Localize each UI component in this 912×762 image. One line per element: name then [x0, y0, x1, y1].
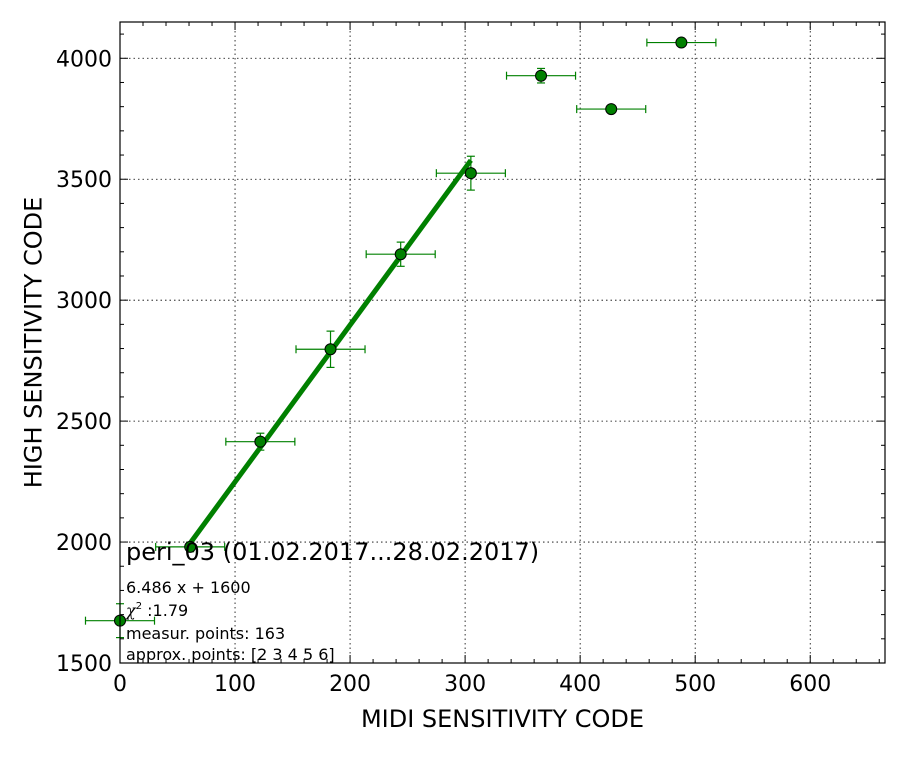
data-point: [184, 540, 197, 553]
y-axis-title: HIGH SENSITIVITY CODE: [19, 197, 47, 489]
data-point: [394, 248, 407, 261]
annotation-equation: 6.486 x + 1600: [126, 578, 251, 597]
chi2-symbol: χ: [125, 601, 137, 620]
y-tick-label: 4000: [56, 47, 112, 72]
x-tick-label: 400: [559, 672, 601, 697]
x-tick-label: 300: [444, 672, 486, 697]
annotation-approx-points: approx. points: [2 3 4 5 6]: [126, 645, 335, 664]
chi2-sup: 2: [136, 601, 142, 612]
x-axis-title: MIDI SENSITIVITY CODE: [361, 705, 644, 733]
plot-frame: [119, 21, 886, 664]
x-tick-label: 600: [789, 672, 831, 697]
data-point: [464, 167, 477, 180]
annotation-title: peri_03 (01.02.2017...28.02.2017): [126, 538, 539, 566]
annotation: peri_03 (01.02.2017...28.02.2017) 6.486 …: [125, 538, 539, 664]
data-point: [254, 435, 267, 448]
data-point: [535, 69, 548, 82]
annotation-measur-points: measur. points: 163: [126, 624, 285, 643]
grid-layer: [119, 22, 885, 664]
x-tick-label: 200: [329, 672, 371, 697]
data-point: [675, 36, 688, 49]
x-tick-label: 500: [674, 672, 716, 697]
y-tick-label: 2000: [56, 531, 112, 556]
y-tick-label: 3500: [56, 168, 112, 193]
annotation-chi2: χ2 :1.79: [125, 601, 188, 620]
y-tick-label: 2500: [56, 410, 112, 435]
tick-layer: 0 100 200 300 400 500 600 1500 2000 2500 3000 3500 4…: [56, 22, 885, 697]
y-tick-label: 3000: [56, 289, 112, 314]
data-point: [605, 103, 618, 116]
chi2-value: :1.79: [142, 601, 188, 620]
x-tick-label: 100: [214, 672, 256, 697]
x-tick-label: 0: [113, 672, 127, 697]
y-tick-label: 1500: [56, 652, 112, 677]
data-point: [324, 343, 337, 356]
